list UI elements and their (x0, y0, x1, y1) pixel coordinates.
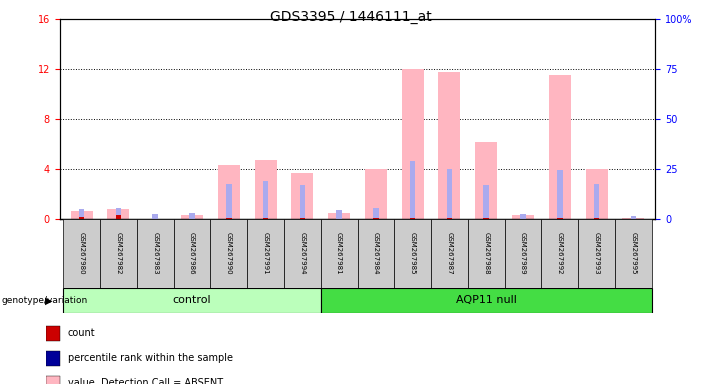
Text: GSM267983: GSM267983 (152, 232, 158, 275)
Bar (594, 184, 599, 219)
Text: value, Detection Call = ABSENT: value, Detection Call = ABSENT (67, 378, 223, 384)
Bar (299, 218, 305, 219)
Bar (505, 219, 541, 288)
Bar (137, 219, 174, 288)
Bar (116, 215, 121, 219)
Bar (557, 170, 563, 219)
Bar (152, 214, 158, 219)
Text: GSM267994: GSM267994 (299, 232, 306, 275)
Text: GSM267991: GSM267991 (263, 232, 268, 275)
Bar (116, 208, 121, 219)
Bar (358, 219, 394, 288)
Bar (520, 214, 526, 219)
Bar (585, 169, 608, 219)
Bar (410, 162, 416, 219)
Bar (321, 288, 652, 313)
Text: GSM267986: GSM267986 (189, 232, 195, 275)
Bar (557, 218, 563, 219)
Text: GSM267995: GSM267995 (630, 232, 637, 275)
Text: GSM267987: GSM267987 (447, 232, 452, 275)
Bar (365, 169, 387, 219)
Bar (447, 218, 452, 219)
Bar (46, 376, 60, 384)
Bar (484, 185, 489, 219)
Bar (475, 142, 497, 219)
Text: GSM267984: GSM267984 (373, 232, 379, 275)
Bar (100, 219, 137, 288)
Bar (438, 72, 461, 219)
Bar (615, 219, 652, 288)
Text: GSM267981: GSM267981 (336, 232, 342, 275)
Bar (46, 326, 60, 341)
Bar (594, 218, 599, 219)
Bar (189, 213, 195, 219)
Bar (484, 218, 489, 219)
Bar (63, 288, 321, 313)
Bar (210, 219, 247, 288)
Bar (254, 160, 277, 219)
Bar (541, 219, 578, 288)
Text: GSM267982: GSM267982 (116, 232, 121, 275)
Text: control: control (172, 295, 211, 306)
Bar (46, 351, 60, 366)
Text: percentile rank within the sample: percentile rank within the sample (67, 353, 233, 363)
Text: GDS3395 / 1446111_at: GDS3395 / 1446111_at (270, 10, 431, 23)
Bar (402, 69, 423, 219)
Text: GSM267990: GSM267990 (226, 232, 232, 275)
Bar (431, 219, 468, 288)
Bar (336, 210, 342, 219)
Bar (226, 218, 231, 219)
Bar (410, 218, 416, 219)
Bar (63, 219, 100, 288)
Bar (79, 217, 84, 219)
Bar (292, 173, 313, 219)
Bar (394, 219, 431, 288)
Text: genotype/variation: genotype/variation (1, 296, 88, 305)
Text: GSM267980: GSM267980 (79, 232, 85, 275)
Bar (263, 218, 268, 219)
Text: GSM267988: GSM267988 (483, 232, 489, 275)
Text: GSM267992: GSM267992 (557, 232, 563, 275)
Text: GSM267993: GSM267993 (594, 232, 599, 275)
Bar (226, 184, 231, 219)
Bar (512, 215, 534, 219)
Bar (447, 169, 452, 219)
Bar (174, 219, 210, 288)
Bar (79, 209, 84, 219)
Bar (373, 208, 379, 219)
Text: GSM267985: GSM267985 (409, 232, 416, 275)
Bar (468, 219, 505, 288)
Bar (107, 209, 130, 219)
Bar (631, 217, 636, 219)
Bar (181, 215, 203, 219)
Bar (549, 75, 571, 219)
Bar (218, 165, 240, 219)
Bar (622, 218, 644, 219)
Bar (299, 185, 305, 219)
Bar (373, 218, 379, 219)
Bar (284, 219, 321, 288)
Bar (263, 182, 268, 219)
Bar (578, 219, 615, 288)
Text: count: count (67, 328, 95, 338)
Bar (321, 219, 358, 288)
Bar (328, 213, 350, 219)
Text: GSM267989: GSM267989 (520, 232, 526, 275)
Bar (247, 219, 284, 288)
Text: AQP11 null: AQP11 null (456, 295, 517, 306)
Bar (71, 211, 93, 219)
Text: ▶: ▶ (45, 295, 53, 306)
